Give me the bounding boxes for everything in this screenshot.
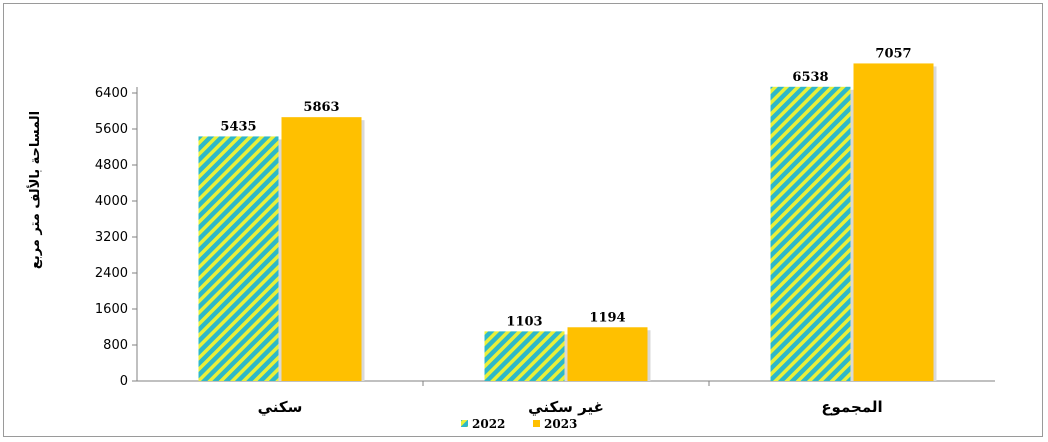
data-label: 1103 xyxy=(506,314,542,329)
data-label: 7057 xyxy=(875,46,911,61)
bar-2023-1 xyxy=(281,117,362,381)
data-labels: 5435 5863 1103 1194 6538 7057 xyxy=(220,46,911,329)
y-tick-label: 4800 xyxy=(95,158,128,173)
y-tick-label: 3200 xyxy=(95,230,128,245)
y-tick-label: 0 xyxy=(120,374,128,389)
y-tick-label: 5600 xyxy=(95,122,128,137)
y-tick-label: 1600 xyxy=(95,302,128,317)
legend-swatch-2023 xyxy=(533,420,540,427)
y-tick-label: 800 xyxy=(103,338,128,353)
data-label: 1194 xyxy=(589,310,625,325)
bar-2023-2 xyxy=(567,327,648,381)
x-tick-label: غير سكني xyxy=(528,398,604,416)
legend-swatch-2022 xyxy=(461,420,468,427)
data-label: 5863 xyxy=(303,100,339,115)
bar-2022-3 xyxy=(770,86,851,381)
legend-label-2022: 2022 xyxy=(472,417,505,431)
bar-2022-2 xyxy=(484,331,565,381)
data-label: 6538 xyxy=(792,70,828,85)
x-tick-label: سكني xyxy=(258,398,303,416)
y-tick-label: 4000 xyxy=(95,194,128,209)
y-tick-label: 2400 xyxy=(95,266,128,281)
bar-2023-3 xyxy=(853,63,934,382)
x-tick-label: المجموع xyxy=(821,398,882,416)
bar-2022-1 xyxy=(198,136,279,381)
data-label: 5435 xyxy=(220,119,256,134)
legend: 2022 2023 xyxy=(461,417,577,431)
y-tick-label: 6400 xyxy=(95,86,128,101)
y-axis-label: المساحة بالألف متر مربع xyxy=(26,111,43,269)
legend-label-2023: 2023 xyxy=(544,417,577,431)
bars xyxy=(198,63,937,382)
